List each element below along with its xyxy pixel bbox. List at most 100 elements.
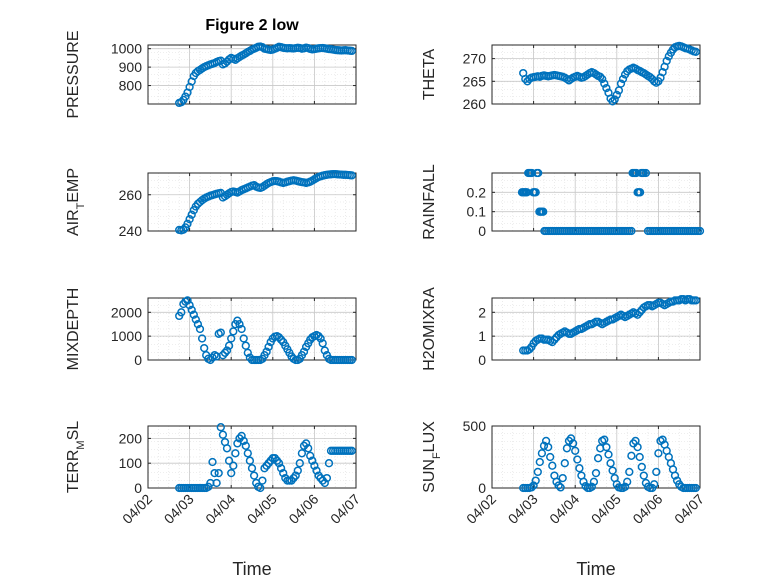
data-point <box>650 480 659 489</box>
y-tick-label: 0 <box>478 352 486 368</box>
data-point <box>314 332 323 341</box>
y-axis-label: THETA <box>421 49 438 101</box>
data-point <box>239 334 248 343</box>
y-axis-label: SUNFLUX <box>421 421 443 493</box>
y-tick-label: 2 <box>478 304 486 320</box>
data-series <box>519 434 700 493</box>
data-point <box>181 92 190 101</box>
y-axis-label: PRESSURE <box>65 30 82 118</box>
axes-frame <box>147 425 357 489</box>
data-point <box>610 95 619 104</box>
data-point <box>197 334 207 343</box>
y-tick-label: 200 <box>119 430 143 446</box>
data-point <box>566 434 576 443</box>
data-point <box>216 423 225 432</box>
y-axis-label-subscript: F <box>431 452 443 459</box>
data-point <box>539 441 549 450</box>
y-axis-label-tail: SL <box>65 421 82 441</box>
data-point <box>600 435 609 444</box>
y-axis-label: MIXDEPTH <box>65 288 82 371</box>
data-point <box>324 459 334 468</box>
data-point <box>183 296 192 305</box>
data-point <box>316 334 325 343</box>
data-point <box>247 464 257 473</box>
data-point <box>308 456 317 465</box>
data-point <box>691 296 700 305</box>
data-point <box>641 168 651 178</box>
data-point <box>531 188 540 197</box>
data-point <box>187 210 196 219</box>
data-point <box>218 430 228 439</box>
x-axis-label: Time <box>576 559 615 579</box>
data-point <box>635 452 644 462</box>
data-point <box>320 346 329 355</box>
data-point <box>183 219 192 228</box>
data-point <box>539 207 548 216</box>
data-point <box>295 459 304 468</box>
data-point <box>573 455 582 464</box>
data-point <box>658 435 667 444</box>
y-axis-label: RAINFALL <box>421 164 438 240</box>
data-point <box>299 441 309 450</box>
data-point <box>200 343 209 353</box>
x-axis-label: Time <box>232 559 271 579</box>
data-point <box>529 481 538 490</box>
data-point <box>637 462 646 472</box>
panel-4: 0 0.1 0.2 RAINFALL <box>421 164 705 240</box>
data-point <box>189 310 198 319</box>
y-axis-label-main: TERR <box>65 450 82 494</box>
data-point <box>635 308 644 317</box>
axes-frame <box>147 44 357 105</box>
data-point <box>602 83 611 93</box>
data-point <box>525 345 534 354</box>
data-point <box>227 334 236 343</box>
data-point <box>654 449 663 458</box>
y-axis-label: AIRTEMP <box>65 168 87 236</box>
y-axis-label-subscript: T <box>75 202 87 209</box>
data-point <box>635 188 645 197</box>
y-tick-label: 270 <box>463 51 487 67</box>
data-point <box>606 459 615 468</box>
axes-frame <box>491 44 701 105</box>
data-point <box>208 353 217 362</box>
y-axis-label-main: THETA <box>421 49 438 101</box>
y-tick-label: 100 <box>119 455 143 471</box>
data-point <box>691 483 700 493</box>
data-point <box>322 473 332 483</box>
data-point <box>548 461 557 470</box>
y-axis-label-tail: EMP <box>65 168 82 203</box>
data-point <box>571 446 580 455</box>
data-point <box>245 456 255 465</box>
data-point <box>195 324 205 334</box>
data-point <box>546 452 555 462</box>
data-point <box>210 468 219 478</box>
data-point <box>652 467 661 477</box>
data-point <box>193 320 203 329</box>
data-point <box>291 471 300 480</box>
data-point <box>220 348 230 357</box>
data-point <box>274 333 284 342</box>
data-point <box>554 481 563 490</box>
y-tick-label: 260 <box>463 96 487 112</box>
data-point <box>304 444 313 453</box>
data-point <box>249 471 259 480</box>
data-point <box>179 225 188 234</box>
data-point <box>616 79 626 88</box>
data-point <box>662 56 671 66</box>
data-point <box>550 335 559 344</box>
data-series <box>519 41 700 106</box>
data-point <box>276 335 286 344</box>
data-series <box>175 42 356 108</box>
data-point <box>579 477 588 486</box>
data-point <box>604 450 613 459</box>
y-axis-label: TERRMSL <box>65 421 87 493</box>
data-point <box>185 301 194 310</box>
data-series <box>175 169 356 235</box>
panel-5: 0 1000 2000 MIXDEPTH <box>65 288 357 371</box>
data-point <box>293 466 302 475</box>
y-tick-label: 900 <box>119 59 143 75</box>
data-point <box>623 477 632 486</box>
y-tick-label: 0 <box>134 352 142 368</box>
data-point <box>670 471 680 480</box>
y-axis-label: H2OMIXRA <box>421 287 438 371</box>
